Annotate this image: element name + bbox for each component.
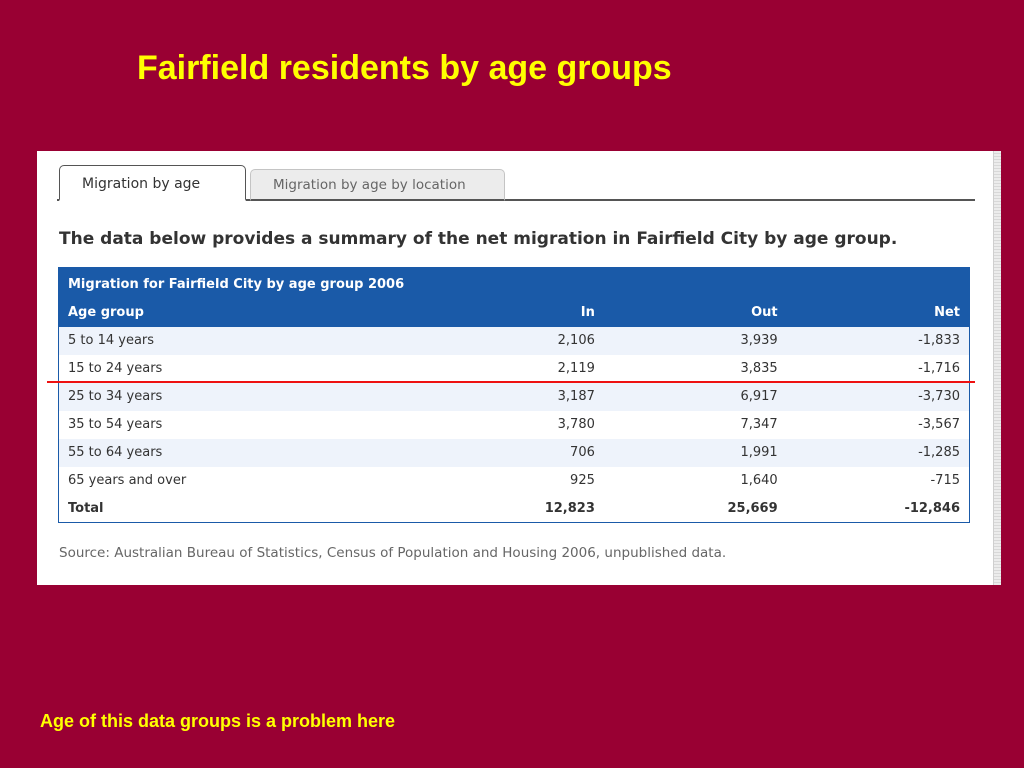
column-header-out: Out: [603, 298, 787, 327]
cell-total-net: -12,846: [786, 494, 970, 523]
cell-total-in: 12,823: [418, 494, 604, 523]
cell-out: 3,835: [603, 354, 787, 383]
table-total-row: Total 12,823 25,669 -12,846: [58, 494, 970, 523]
table-row: 5 to 14 years 2,106 3,939 -1,833: [58, 326, 970, 355]
column-header-net: Net: [786, 298, 970, 327]
column-header-age-group: Age group: [58, 298, 419, 327]
cell-in: 2,106: [418, 326, 604, 355]
tab-migration-by-age-by-location[interactable]: Migration by age by location: [250, 169, 505, 201]
cell-net: -3,567: [786, 410, 970, 439]
cell-in: 3,187: [418, 382, 604, 411]
column-header-in: In: [418, 298, 604, 327]
table-header-row: Age group In Out Net: [58, 298, 970, 327]
table-row: 25 to 34 years 3,187 6,917 -3,730: [58, 382, 970, 411]
cell-age-group: 55 to 64 years: [58, 438, 419, 467]
table-row: 35 to 54 years 3,780 7,347 -3,567: [58, 410, 970, 439]
cell-out: 6,917: [603, 382, 787, 411]
table-caption-row: Migration for Fairfield City by age grou…: [58, 267, 970, 299]
panel-scrollbar[interactable]: [993, 151, 1001, 585]
cell-age-group: 25 to 34 years: [58, 382, 419, 411]
cell-age-group: 65 years and over: [58, 466, 419, 495]
cell-age-group: 5 to 14 years: [58, 326, 419, 355]
cell-out: 7,347: [603, 410, 787, 439]
slide-title: Fairfield residents by age groups: [137, 49, 672, 87]
cell-age-group: 15 to 24 years: [58, 354, 419, 383]
cell-in: 706: [418, 438, 604, 467]
cell-in: 3,780: [418, 410, 604, 439]
slide-footnote: Age of this data groups is a problem her…: [40, 711, 396, 731]
cell-total-out: 25,669: [603, 494, 787, 523]
table-row: 55 to 64 years 706 1,991 -1,285: [58, 438, 970, 467]
cell-out: 1,640: [603, 466, 787, 495]
source-note: Source: Australian Bureau of Statistics,…: [59, 545, 727, 561]
migration-table: Migration for Fairfield City by age grou…: [58, 267, 970, 523]
cell-age-group: 35 to 54 years: [58, 410, 419, 439]
cell-net: -1,833: [786, 326, 970, 355]
cell-in: 925: [418, 466, 604, 495]
cell-net: -1,716: [786, 354, 970, 383]
cell-in: 2,119: [418, 354, 604, 383]
cell-out: 3,939: [603, 326, 787, 355]
screenshot-panel: Migration by age Migration by age by loc…: [37, 151, 1001, 585]
intro-text: The data below provides a summary of the…: [59, 229, 898, 249]
tab-bar: Migration by age Migration by age by loc…: [57, 163, 975, 201]
cell-net: -715: [786, 466, 970, 495]
cell-out: 1,991: [603, 438, 787, 467]
cell-total-label: Total: [58, 494, 419, 523]
highlight-line: [47, 381, 975, 383]
cell-net: -1,285: [786, 438, 970, 467]
tab-migration-by-age[interactable]: Migration by age: [59, 165, 246, 201]
table-caption: Migration for Fairfield City by age grou…: [58, 267, 970, 299]
table-row: 15 to 24 years 2,119 3,835 -1,716: [58, 354, 970, 383]
table-row: 65 years and over 925 1,640 -715: [58, 466, 970, 495]
cell-net: -3,730: [786, 382, 970, 411]
